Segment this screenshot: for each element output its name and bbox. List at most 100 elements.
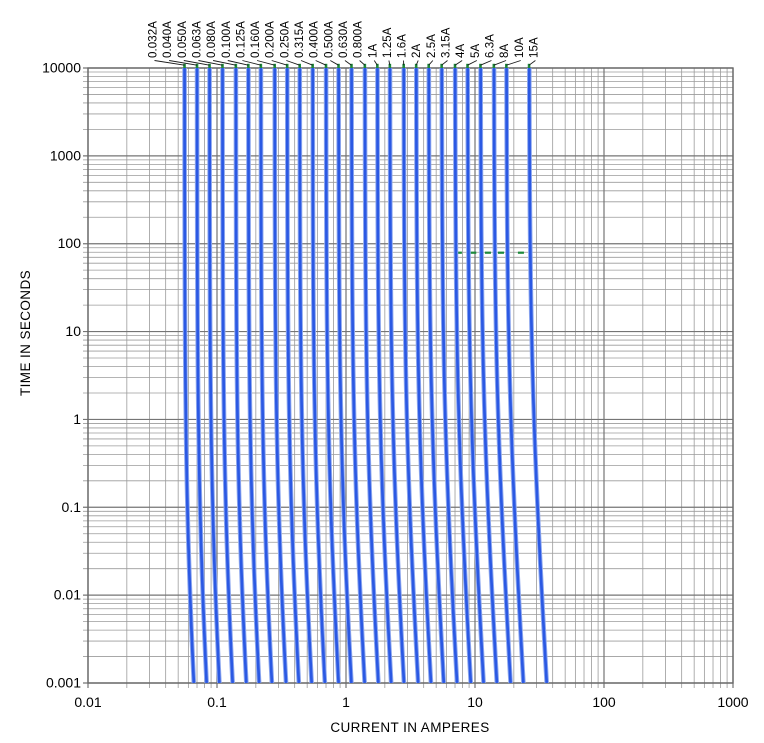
leader-line	[480, 60, 492, 66]
curve-top-green-tick	[363, 63, 367, 68]
rating-label: 15A	[528, 37, 540, 58]
y-tick-label: 0.01	[54, 587, 81, 603]
fuse-curve-0.125A	[259, 68, 274, 684]
fuse-curve-0.800A	[363, 67, 380, 684]
x-tick-label: 0.1	[207, 694, 227, 710]
fuse-curve-2A	[414, 67, 433, 684]
rating-label: 10A	[514, 37, 526, 58]
fuse-curve-8A	[492, 67, 512, 684]
y-tick-label: 1	[73, 411, 81, 427]
leader-line	[528, 60, 536, 66]
y-tick-label: 0.1	[62, 499, 82, 515]
curve-top-green-tick	[195, 63, 199, 68]
fuse-curve-0.400A	[324, 68, 340, 684]
green-dash	[497, 251, 504, 254]
fuse-curve-0.630A	[350, 68, 366, 684]
rating-label: 0.040A	[162, 21, 174, 58]
fuse-curve-4A	[453, 67, 473, 684]
rating-label: 1A	[367, 44, 379, 58]
leader-line	[154, 60, 185, 66]
curve-top-green-tick	[479, 63, 482, 68]
y-tick-label: 0.001	[46, 674, 81, 690]
curve-top-green-tick	[466, 63, 469, 68]
y-axis-tick-labels: 10000 1000 100 10 1 0.1 0.01 0.001	[42, 60, 81, 691]
leader-line	[441, 60, 448, 66]
rating-label: 0.800A	[353, 21, 365, 58]
fuse-curves	[182, 67, 549, 684]
leader-line	[242, 60, 261, 66]
leader-line	[506, 60, 521, 66]
rating-label: 0.100A	[221, 21, 233, 58]
fuse-curve-0.315A	[311, 68, 327, 684]
rating-label: 0.400A	[309, 21, 321, 58]
x-tick-label: 0.01	[74, 694, 101, 710]
fuse-curve-0.080A	[234, 68, 248, 684]
leader-line	[467, 60, 478, 66]
fuse-curve-6.3A	[479, 67, 499, 684]
rating-label: 2A	[411, 44, 423, 58]
curve-top-green-tick	[427, 63, 430, 68]
rating-label: 0.080A	[206, 21, 218, 58]
curve-top-green-tick	[234, 63, 238, 68]
rating-label: 0.125A	[235, 21, 247, 58]
fuse-curve-1.6A	[402, 68, 420, 684]
x-tick-label: 100	[592, 694, 616, 710]
green-dash	[517, 251, 524, 254]
x-axis-tick-labels: 0.01 0.1 1 10 100 1000	[74, 694, 748, 710]
leader-line	[198, 60, 223, 66]
rating-label: 0.630A	[338, 21, 350, 58]
curve-top-green-tick	[376, 63, 379, 68]
y-tick-label: 10	[65, 323, 81, 339]
y-tick-label: 1000	[50, 147, 81, 163]
x-tick-label: 1000	[717, 694, 748, 710]
rating-labels: 0.032A 0.040A 0.050A 0.063A 0.080A 0.100A 0.12…	[148, 21, 541, 58]
fuse-curve-3.15A	[440, 68, 459, 684]
leader-line	[344, 60, 352, 66]
rating-label: 0.500A	[323, 21, 335, 58]
fuse-curve-0.063A	[221, 67, 234, 684]
x-axis-title: CURRENT IN AMPERES	[330, 720, 489, 735]
rating-label: 0.200A	[265, 21, 277, 58]
curve-top-green-ticks	[183, 63, 531, 68]
rating-label: 0.032A	[148, 21, 160, 58]
curve-top-green-tick	[285, 63, 289, 68]
fuse-curve-0.250A	[298, 68, 313, 684]
curve-top-green-tick	[183, 63, 186, 68]
fuse-curve-0.160A	[273, 67, 288, 684]
curve-top-green-tick	[311, 63, 314, 68]
green-dash-marks	[455, 251, 524, 254]
leader-line	[359, 60, 366, 66]
fuse-curve-0.500A	[337, 67, 353, 684]
fuse-curve-1.25A	[388, 68, 406, 684]
fuse-curve-0.100A	[247, 68, 261, 684]
label-leader-lines	[154, 60, 536, 66]
leader-line	[256, 60, 275, 66]
leader-line	[169, 60, 198, 66]
leader-line	[227, 60, 249, 66]
fuse-curve-0.200A	[285, 68, 301, 684]
rating-label: 3.15A	[441, 27, 453, 58]
rating-label: 2.5A	[426, 34, 438, 58]
rating-label: 1.6A	[397, 34, 409, 58]
x-tick-label: 10	[467, 694, 483, 710]
curve-top-green-tick	[453, 63, 457, 68]
fuse-curve-10A	[505, 68, 525, 684]
rating-label: 1.25A	[382, 27, 394, 58]
y-tick-label: 10000	[42, 60, 81, 76]
leader-line	[428, 60, 434, 66]
curve-top-green-tick	[247, 63, 250, 68]
curve-top-green-tick	[350, 63, 353, 68]
curve-top-green-tick	[221, 63, 224, 68]
curve-top-green-tick	[324, 63, 328, 68]
rating-label: 0.160A	[250, 21, 262, 58]
fuse-curve-5A	[466, 67, 485, 684]
leader-line	[415, 60, 419, 66]
green-dash	[455, 251, 462, 254]
curve-top-green-tick	[273, 63, 276, 68]
green-dash	[484, 251, 491, 254]
curve-top-green-tick	[440, 63, 443, 68]
rating-label: 0.050A	[177, 21, 189, 58]
plot-border	[87, 67, 734, 684]
fuse-curve-0.050A	[208, 67, 221, 684]
